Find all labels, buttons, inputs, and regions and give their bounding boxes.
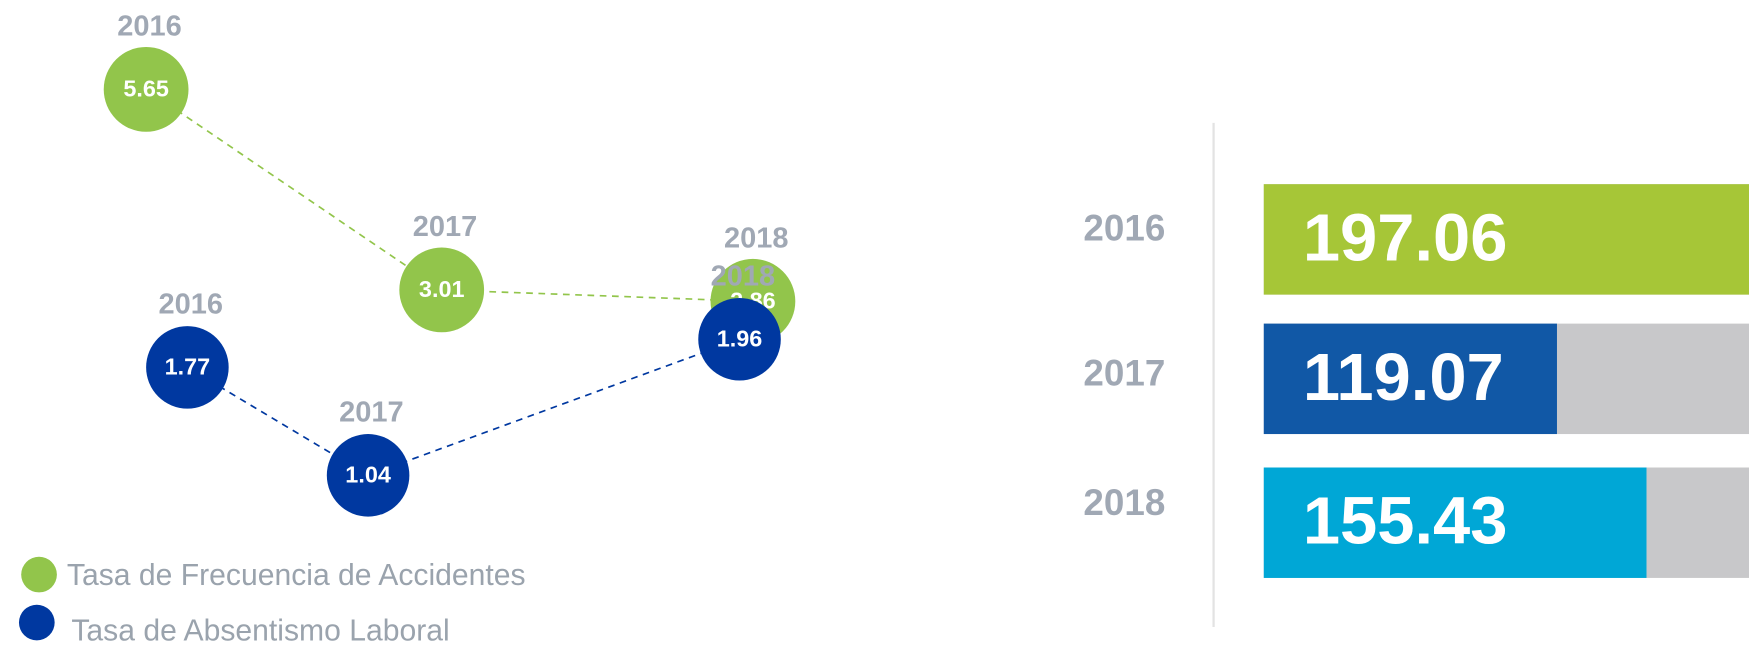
year-label: 2018 — [711, 261, 776, 293]
bar — [1263, 467, 1647, 578]
bar-year: 2016 — [1083, 208, 1165, 249]
point — [698, 297, 781, 381]
bar-value: 197.06 — [1303, 200, 1508, 275]
point — [399, 247, 485, 333]
bar-year: 2018 — [1083, 482, 1165, 523]
point — [103, 46, 189, 132]
bar — [1263, 323, 1557, 435]
connector — [186, 338, 740, 477]
bar-value: 155.43 — [1303, 484, 1508, 559]
bar-year: 2017 — [1083, 353, 1165, 394]
point — [326, 434, 410, 517]
bar-value: 119.07 — [1303, 340, 1504, 415]
legend-label: Tasa de Absentismo Laboral — [71, 615, 449, 645]
value-label: 1.04 — [345, 462, 391, 488]
year-label: 2018 — [724, 223, 789, 255]
legend-label: Tasa de Frecuencia de Accidentes — [67, 559, 526, 592]
value-label: 5.65 — [123, 76, 169, 102]
year-label: 2016 — [158, 289, 223, 321]
value-label: 1.77 — [165, 354, 211, 380]
point — [146, 326, 229, 409]
value-label: 3.01 — [419, 276, 465, 302]
legend-swatch — [21, 556, 57, 593]
year-label: 2017 — [339, 397, 404, 429]
year-label: 2017 — [413, 211, 478, 243]
bar — [1263, 184, 1749, 295]
year-label: 2016 — [117, 11, 182, 43]
legend-swatch — [18, 604, 55, 641]
value-label: 1.96 — [717, 326, 763, 352]
